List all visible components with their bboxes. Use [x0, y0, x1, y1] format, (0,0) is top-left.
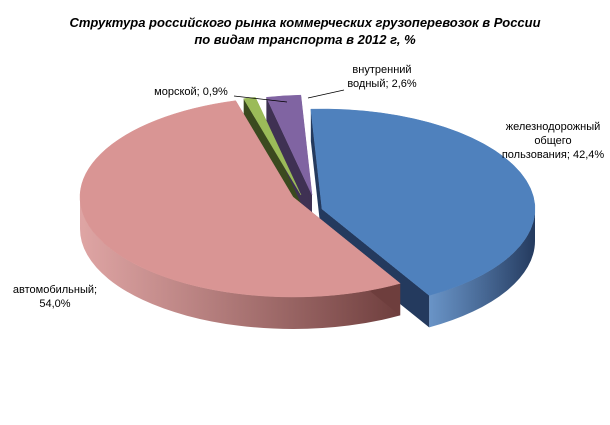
slice-внутренний-водный — [265, 94, 313, 196]
leader-line-внутренний-водный — [307, 89, 345, 99]
slice-автомобильный — [79, 100, 401, 298]
slice-label-железнодорожный-общего-пользования: железнодорожный общего пользования; 42,4% — [502, 121, 605, 161]
label-leader-lines — [233, 89, 345, 103]
leader-line-морской — [233, 95, 288, 103]
chart-title-line-2: по видам транспорта в 2012 г, % — [194, 32, 416, 47]
slice-label-внутренний-водный: внутренний водный; 2,6% — [347, 64, 417, 90]
slice-wall-железнодорожный-общего-пользования — [310, 109, 322, 241]
chart-title-line-1: Структура российского рынка коммерческих… — [69, 15, 541, 30]
slice-labels: железнодорожный общего пользования; 42,4% а… — [13, 64, 604, 310]
pie-slices — [79, 94, 536, 298]
chart-title: Структура российского рынка коммерческих… — [0, 14, 610, 48]
slice-label-автомобильный: автомобильный; 54,0% — [13, 284, 97, 310]
slice-железнодорожный-общего-пользования — [310, 108, 536, 296]
slice-side-автомобильный — [80, 197, 401, 329]
slice-side-железнодорожный-общего-пользования — [429, 209, 535, 328]
slice-label-морской: морской; 0,9% — [154, 86, 228, 98]
